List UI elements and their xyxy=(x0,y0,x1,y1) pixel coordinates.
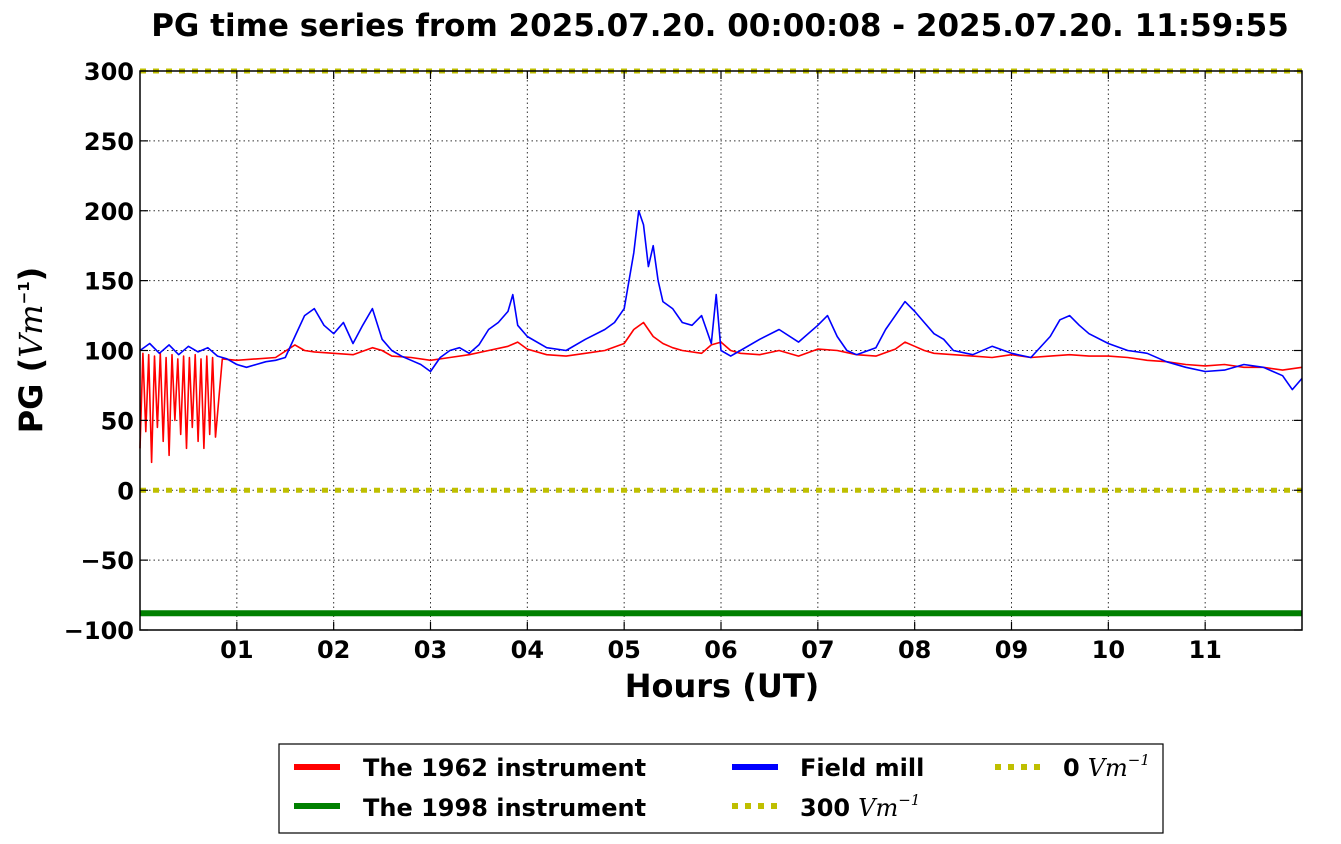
legend-label-0: 0 Vm−1 xyxy=(1063,751,1150,782)
legend-label-1998: The 1998 instrument xyxy=(363,794,646,822)
y-axis-label-exponent: −1 xyxy=(15,281,33,304)
y-tick-label: −100 xyxy=(64,617,134,645)
y-tick-label: −50 xyxy=(80,547,134,575)
y-tick-label: 50 xyxy=(101,407,134,435)
x-tick-label: 04 xyxy=(511,636,544,664)
legend-entry-0: 0 Vm−1 xyxy=(995,751,1150,782)
legend-label-1962: The 1962 instrument xyxy=(363,754,646,782)
legend-label-300: 300 Vm−1 xyxy=(800,791,920,822)
y-axis-ticks: 300 250 200 150 100 50 0 −50 −100 xyxy=(64,58,1302,645)
x-tick-label: 05 xyxy=(607,636,640,664)
legend: The 1962 instrument The 1998 instrument … xyxy=(278,743,1164,834)
y-tick-label: 200 xyxy=(84,198,134,226)
x-tick-label: 07 xyxy=(801,636,834,664)
x-tick-label: 09 xyxy=(995,636,1028,664)
legend-label-300-unit: Vm xyxy=(858,794,898,822)
y-tick-label: 0 xyxy=(117,477,134,505)
legend-label-0-exp: −1 xyxy=(1128,751,1150,769)
y-axis-label: PG (Vm−1) xyxy=(12,267,50,434)
x-tick-label: 10 xyxy=(1092,636,1125,664)
x-tick-label: 01 xyxy=(220,636,253,664)
x-axis-ticks: 01 02 03 04 05 06 07 08 09 10 11 xyxy=(220,71,1222,664)
chart-title: PG time series from 2025.07.20. 00:00:08… xyxy=(151,8,1289,44)
legend-label-0-value: 0 xyxy=(1063,754,1080,782)
y-tick-label: 300 xyxy=(84,58,134,86)
x-axis-label: Hours (UT) xyxy=(625,667,820,705)
x-tick-label: 03 xyxy=(414,636,447,664)
legend-label-field-mill: Field mill xyxy=(800,754,924,782)
legend-label-0-unit: Vm xyxy=(1088,754,1128,782)
y-tick-label: 100 xyxy=(84,338,134,366)
x-tick-label: 02 xyxy=(317,636,350,664)
y-tick-label: 150 xyxy=(84,268,134,296)
legend-entry-1998: The 1998 instrument xyxy=(294,794,646,822)
x-tick-label: 08 xyxy=(898,636,931,664)
series-1962-instrument xyxy=(139,321,1303,464)
y-axis-label-unit: Vm xyxy=(12,304,50,357)
series-lines xyxy=(139,68,1303,617)
series-field-mill xyxy=(139,210,1303,391)
x-tick-label: 11 xyxy=(1188,636,1221,664)
grid xyxy=(140,71,1302,630)
legend-entry-300: 300 Vm−1 xyxy=(732,791,920,822)
legend-entry-field-mill: Field mill xyxy=(732,754,924,782)
legend-frame xyxy=(278,743,1164,834)
y-axis-label-prefix: PG ( xyxy=(12,358,50,433)
y-tick-label: 250 xyxy=(84,128,134,156)
legend-entry-1962: The 1962 instrument xyxy=(294,754,646,782)
legend-label-300-exp: −1 xyxy=(898,791,920,809)
y-axis-label-suffix: ) xyxy=(12,267,50,282)
legend-label-300-value: 300 xyxy=(800,794,850,822)
x-tick-label: 06 xyxy=(704,636,737,664)
